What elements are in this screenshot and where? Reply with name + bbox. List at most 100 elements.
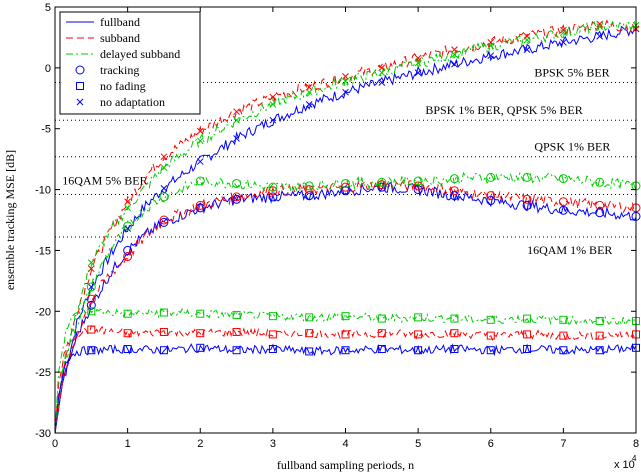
legend-marker-square: [76, 82, 84, 90]
marker-x: [487, 42, 495, 50]
marker-x: [233, 135, 240, 142]
marker-x: [378, 79, 386, 86]
marker-circle: [522, 194, 532, 204]
marker-circle: [159, 217, 169, 227]
marker-x: [596, 32, 604, 40]
marker-circle: [304, 185, 314, 195]
marker-circle: [268, 192, 278, 202]
series-line-delayed-subband-x: [54, 20, 637, 434]
marker-x: [124, 204, 131, 212]
marker-circle: [304, 191, 314, 201]
marker-x: [196, 127, 204, 135]
marker-circle: [595, 208, 605, 218]
marker-x: [451, 46, 458, 53]
marker-square: [523, 345, 532, 354]
marker-x: [560, 38, 567, 46]
marker-square: [268, 345, 277, 354]
ber-threshold-label: BPSK 1% BER, QPSK 5% BER: [425, 103, 582, 117]
marker-x: [160, 164, 168, 172]
marker-square: [305, 329, 314, 338]
marker-square: [196, 329, 205, 338]
marker-circle: [486, 196, 496, 206]
marker-x: [124, 225, 131, 232]
marker-x: [378, 64, 386, 72]
marker-circle: [595, 200, 605, 210]
data-markers: [86, 20, 641, 356]
marker-square: [450, 314, 459, 323]
marker-square: [523, 314, 532, 323]
marker-x: [305, 83, 313, 91]
x-tick-label: 4: [342, 438, 348, 450]
marker-square: [595, 346, 604, 355]
x-tick-label: 7: [560, 438, 566, 450]
marker-circle: [86, 294, 96, 304]
marker-x: [87, 283, 95, 291]
marker-square: [595, 317, 604, 326]
marker-circle: [558, 205, 568, 215]
series-line-delayed-subband-circle: [54, 171, 637, 434]
marker-x: [523, 36, 531, 44]
legend-marker-circle: [75, 65, 85, 75]
ber-threshold-label: BPSK 5% BER: [534, 65, 609, 79]
marker-x: [269, 116, 277, 124]
marker-circle: [86, 300, 96, 310]
marker-square: [232, 327, 241, 336]
marker-x: [160, 185, 168, 192]
y-tick-label: 5: [45, 2, 51, 14]
marker-x: [414, 54, 422, 62]
marker-circle: [123, 221, 133, 231]
marker-square: [232, 310, 241, 319]
y-tick-label: -25: [35, 367, 51, 379]
marker-x: [124, 198, 131, 206]
marker-circle: [232, 192, 242, 202]
marker-x: [160, 153, 168, 161]
marker-circle: [195, 203, 205, 213]
marker-circle: [595, 177, 605, 187]
marker-x: [342, 77, 349, 85]
marker-circle: [522, 200, 532, 210]
marker-square: [196, 343, 205, 352]
marker-circle: [268, 186, 278, 196]
ber-threshold-label: 16QAM 5% BER: [62, 174, 147, 188]
marker-square: [341, 346, 350, 355]
marker-square: [559, 346, 568, 355]
ber-threshold-lines: BPSK 5% BER BPSK 1% BER, QPSK 5% BER QPSK …: [55, 65, 636, 257]
marker-square: [123, 345, 132, 354]
marker-circle: [304, 181, 314, 191]
y-tick-label: -15: [35, 245, 51, 257]
marker-circle: [413, 181, 423, 191]
series-line-subband-square: [54, 325, 637, 434]
marker-circle: [558, 197, 568, 207]
marker-x: [196, 137, 204, 145]
x-tick-label: 5: [415, 438, 421, 450]
marker-square: [486, 331, 495, 340]
marker-x: [414, 59, 422, 67]
marker-square: [450, 345, 459, 354]
marker-x: [560, 29, 567, 36]
marker-square: [159, 327, 168, 336]
marker-circle: [377, 182, 387, 192]
x-axis-label: fullband sampling periods, n: [277, 458, 414, 472]
marker-square: [232, 346, 241, 355]
y-tick-label: -30: [35, 428, 51, 440]
marker-circle: [413, 185, 423, 195]
marker-square: [87, 307, 96, 316]
marker-circle: [522, 172, 532, 182]
marker-square: [305, 347, 314, 356]
marker-circle: [449, 191, 459, 201]
axis-ticks: 0 1 2 3 4 5 6 7 8 -30 -25 -20 -15 -10 -5 0 5: [35, 2, 639, 450]
legend-marker-x: [76, 98, 84, 106]
marker-square: [595, 331, 604, 340]
marker-circle: [486, 172, 496, 182]
marker-square: [341, 312, 350, 321]
marker-square: [414, 330, 423, 339]
y-tick-label: -5: [41, 124, 51, 136]
marker-circle: [377, 177, 387, 187]
x-multiplier-label: x 10: [614, 459, 635, 471]
x-tick-label: 3: [270, 438, 276, 450]
marker-x: [269, 101, 277, 108]
x-tick-label: 8: [633, 438, 639, 450]
marker-square: [268, 312, 277, 321]
marker-square: [87, 346, 96, 355]
marker-circle: [486, 191, 496, 201]
